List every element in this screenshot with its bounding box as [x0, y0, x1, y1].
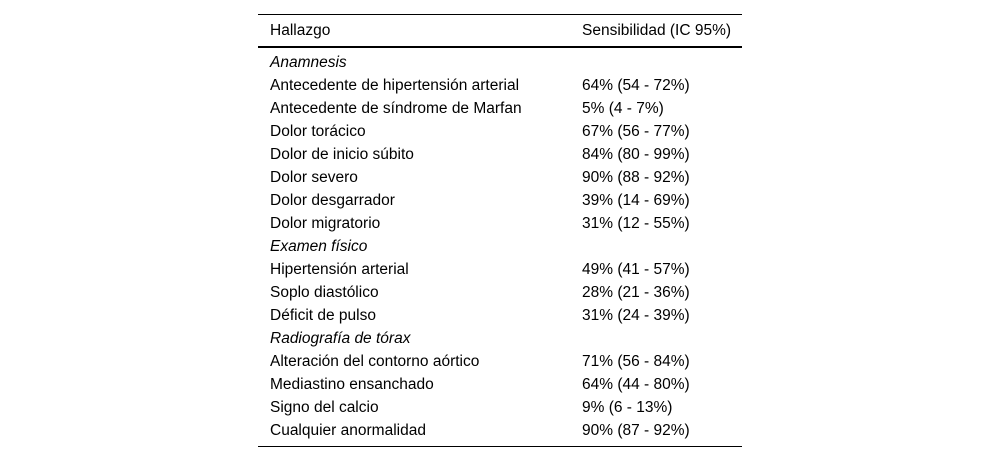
table-row: Antecedente de hipertensión arterial 64% … — [258, 74, 742, 97]
sensitivity-value: 71% (56 - 84%) — [582, 353, 690, 370]
finding-label: Dolor de inicio súbito — [270, 146, 414, 163]
finding-label: Dolor desgarrador — [270, 192, 395, 209]
sensitivity-value: 64% (44 - 80%) — [582, 376, 690, 393]
table-body: Anamnesis Antecedente de hipertensión art… — [258, 47, 742, 447]
section-label: Examen físico — [270, 238, 368, 255]
sensitivity-value: 67% (56 - 77%) — [582, 123, 690, 140]
sensitivity-value — [570, 327, 742, 350]
table-row: Dolor severo 90% (88 - 92%) — [258, 166, 742, 189]
section-row: Examen físico — [258, 235, 742, 258]
finding-label: Alteración del contorno aórtico — [270, 353, 480, 370]
sensitivity-value: 39% (14 - 69%) — [582, 192, 690, 209]
finding-label: Mediastino ensanchado — [270, 376, 434, 393]
sensitivity-value: 5% (4 - 7%) — [582, 100, 664, 117]
section-label: Anamnesis — [270, 54, 347, 71]
table-row: Alteración del contorno aórtico 71% (56 -… — [258, 350, 742, 373]
table-row: Dolor migratorio 31% (12 - 55%) — [258, 212, 742, 235]
sensitivity-value: 90% (87 - 92%) — [582, 422, 690, 439]
finding-label: Dolor migratorio — [270, 215, 381, 232]
finding-label: Soplo diastólico — [270, 284, 379, 301]
table-row: Soplo diastólico 28% (21 - 36%) — [258, 281, 742, 304]
table-row: Dolor torácico 67% (56 - 77%) — [258, 120, 742, 143]
table-row: Hipertensión arterial 49% (41 - 57%) — [258, 258, 742, 281]
sensitivity-value: 31% (24 - 39%) — [582, 307, 690, 324]
sensitivity-value: 49% (41 - 57%) — [582, 261, 690, 278]
sensitivity-value: 90% (88 - 92%) — [582, 169, 690, 186]
table-header-row: Hallazgo Sensibilidad (IC 95%) — [258, 15, 742, 47]
finding-label: Dolor torácico — [270, 123, 366, 140]
finding-label: Antecedente de hipertensión arterial — [270, 77, 520, 94]
finding-label: Hipertensión arterial — [270, 261, 409, 278]
section-label: Radiografía de tórax — [270, 330, 411, 347]
table-row: Dolor de inicio súbito 84% (80 - 99%) — [258, 143, 742, 166]
finding-label: Dolor severo — [270, 169, 358, 186]
column-header-sensitivity: Sensibilidad (IC 95%) — [582, 22, 732, 39]
table-row: Antecedente de síndrome de Marfan 5% (4 -… — [258, 97, 742, 120]
table-row: Cualquier anormalidad 90% (87 - 92%) — [258, 419, 742, 447]
sensitivity-value: 9% (6 - 13%) — [582, 399, 673, 416]
finding-label: Déficit de pulso — [270, 307, 376, 324]
finding-label: Antecedente de síndrome de Marfan — [270, 100, 522, 117]
sensitivity-value: 64% (54 - 72%) — [582, 77, 690, 94]
sensitivity-value: 28% (21 - 36%) — [582, 284, 690, 301]
column-header-finding: Hallazgo — [270, 22, 331, 39]
table-row: Dolor desgarrador 39% (14 - 69%) — [258, 189, 742, 212]
section-row: Anamnesis — [258, 47, 742, 74]
sensitivity-value: 31% (12 - 55%) — [582, 215, 690, 232]
sensitivity-findings-table: Hallazgo Sensibilidad (IC 95%) Anamnesis… — [258, 14, 742, 447]
sensitivity-value — [570, 235, 742, 258]
paper-table: Hallazgo Sensibilidad (IC 95%) Anamnesis… — [258, 14, 742, 447]
finding-label: Signo del calcio — [270, 399, 379, 416]
sensitivity-value — [570, 47, 742, 74]
sensitivity-value: 84% (80 - 99%) — [582, 146, 690, 163]
finding-label: Cualquier anormalidad — [270, 422, 426, 439]
table-row: Mediastino ensanchado 64% (44 - 80%) — [258, 373, 742, 396]
table-row: Signo del calcio 9% (6 - 13%) — [258, 396, 742, 419]
table-row: Déficit de pulso 31% (24 - 39%) — [258, 304, 742, 327]
section-row: Radiografía de tórax — [258, 327, 742, 350]
